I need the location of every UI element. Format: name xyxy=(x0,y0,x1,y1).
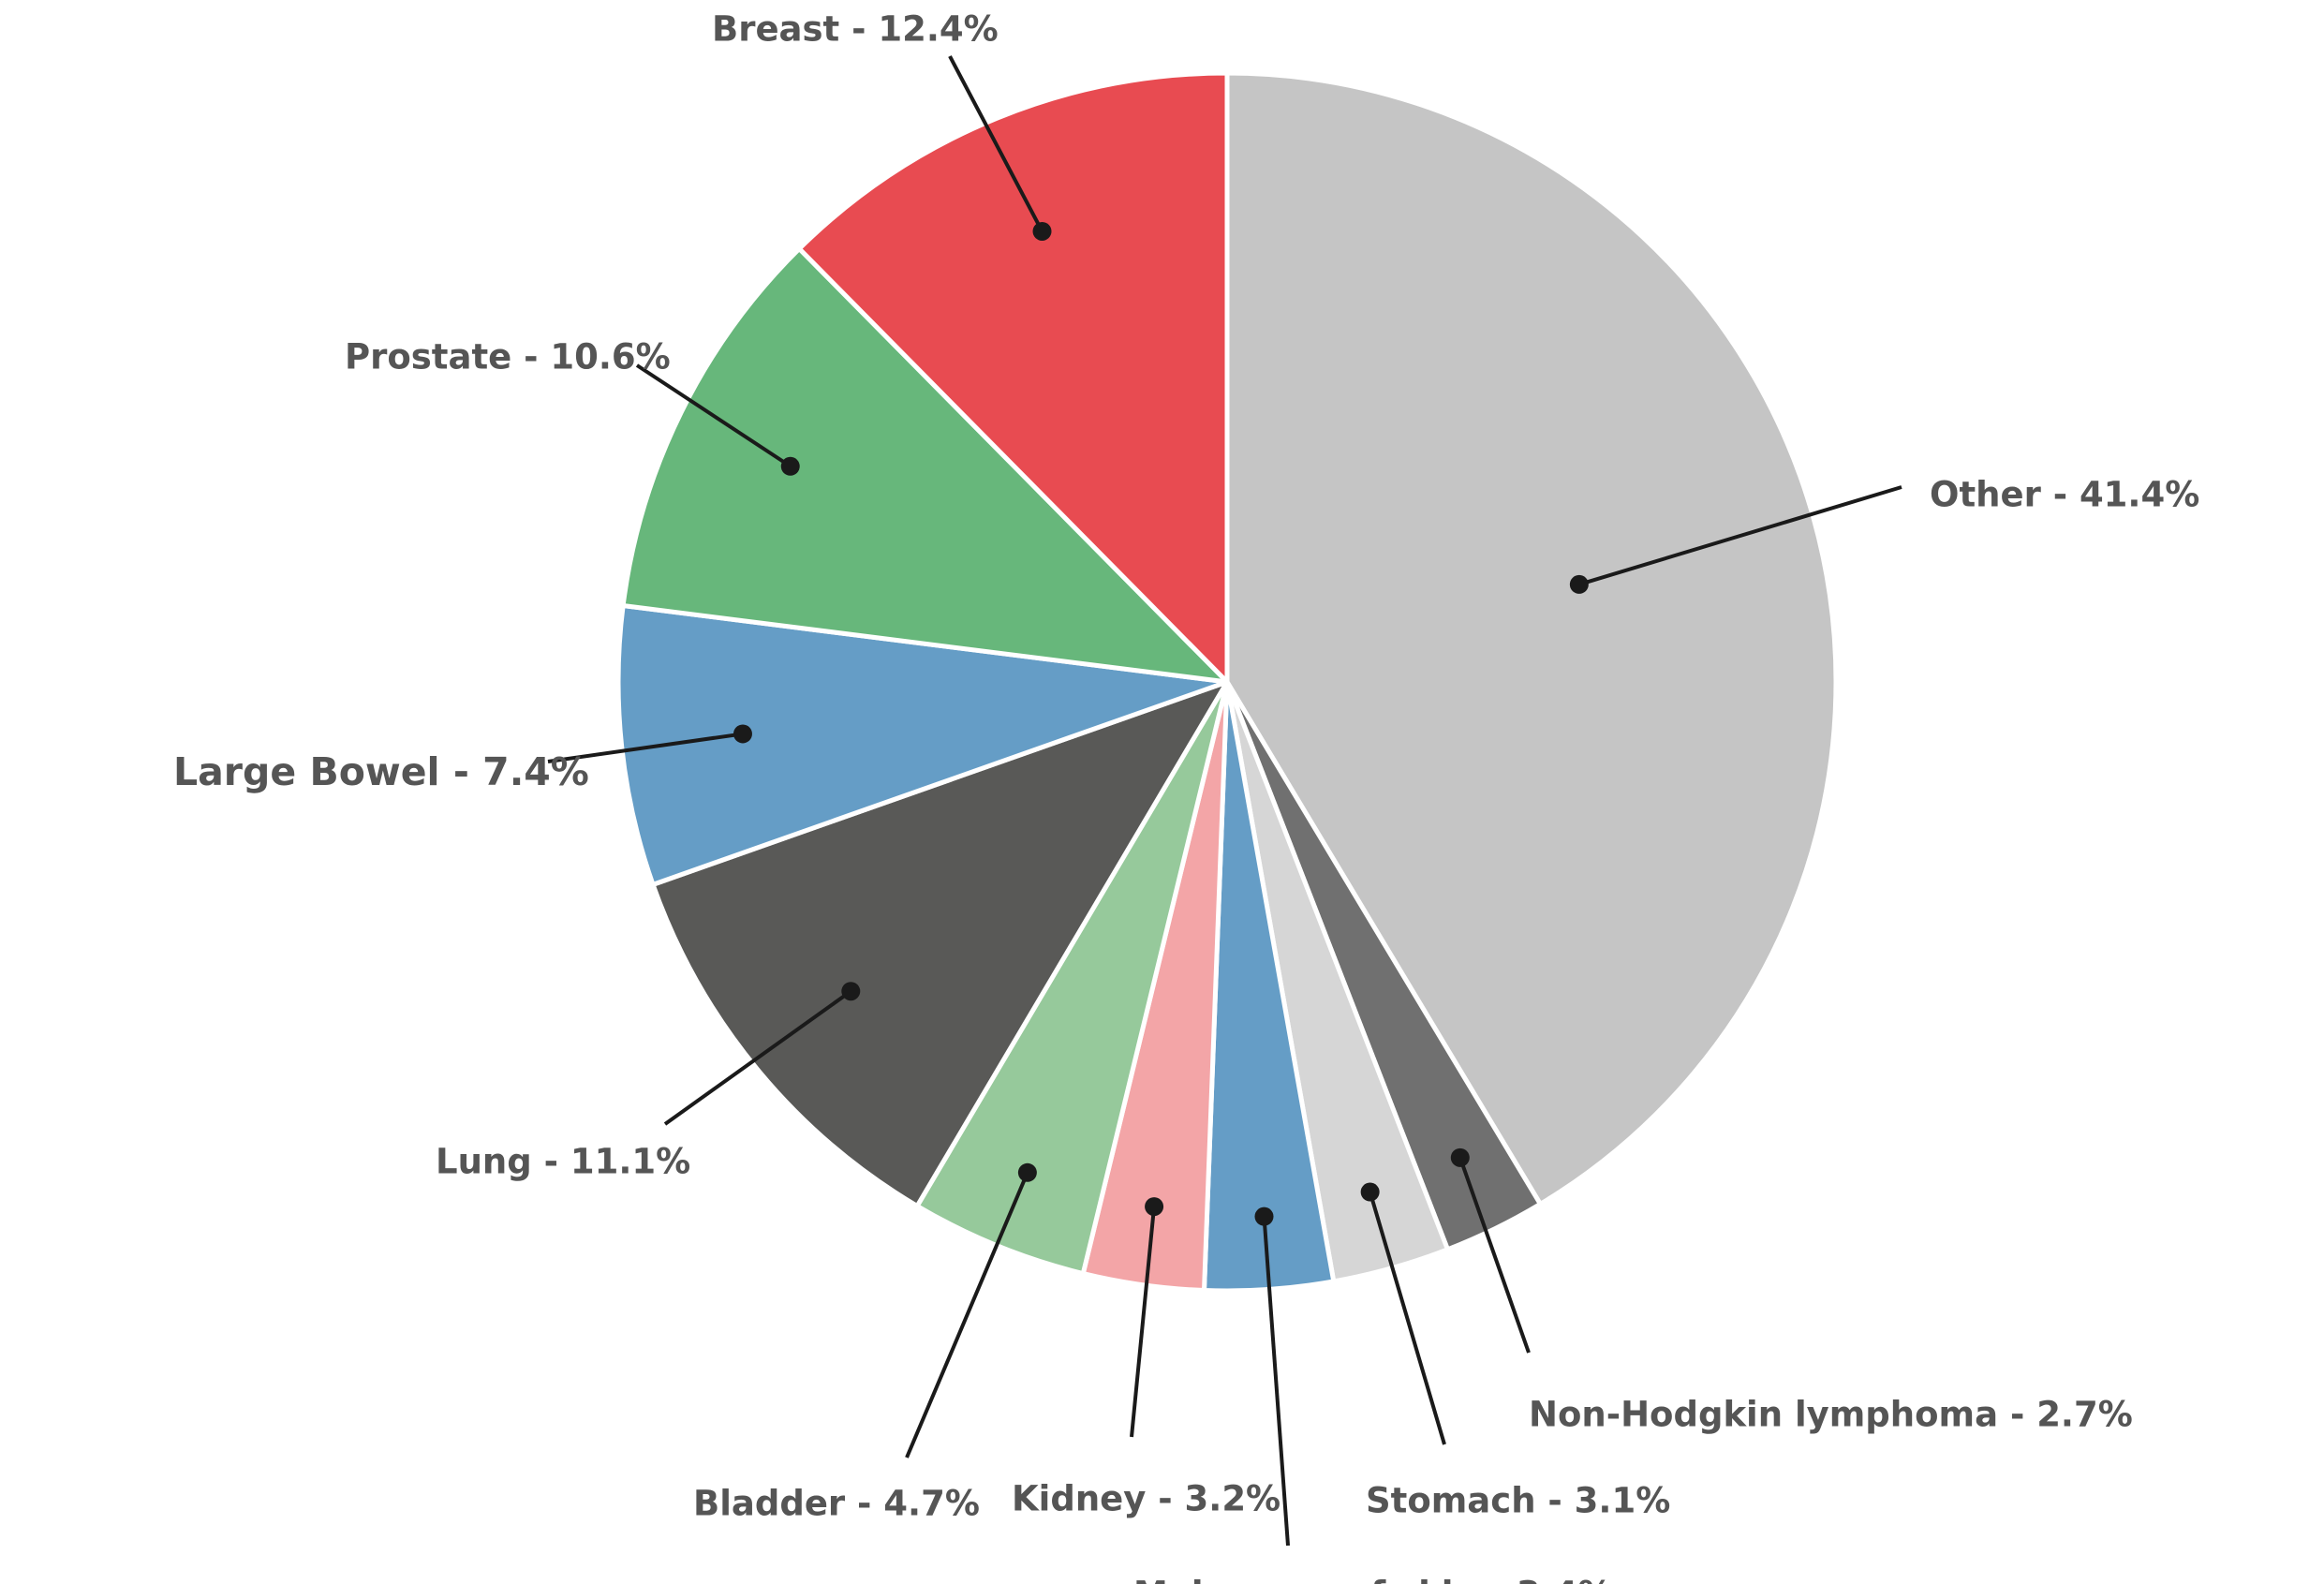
leader-line-prostate xyxy=(635,363,792,468)
leader-lines xyxy=(547,55,1902,1547)
leader-dot-stomach xyxy=(1360,1182,1380,1202)
leader-dot-prostate xyxy=(780,456,800,476)
leader-line-kidney xyxy=(1130,1206,1157,1438)
leader-line-bladder xyxy=(905,1172,1029,1458)
leader-dot-non-hodgkin-lymphoma xyxy=(1450,1147,1470,1167)
slice-label-breast: Breast - 12.4% xyxy=(712,9,999,50)
leader-dot-melanoma-of-skin xyxy=(1254,1207,1274,1226)
leader-dot-lung xyxy=(841,982,861,1001)
leader-line-large-bowel xyxy=(547,732,744,763)
slice-label-melanoma-of-skin: Melanoma of skin - 3.4% xyxy=(1133,1575,1613,1584)
leader-dot-bladder xyxy=(1017,1162,1037,1182)
leader-line-non-hodgkin-lymphoma xyxy=(1458,1157,1531,1354)
pie-slice-lung xyxy=(650,679,1230,1208)
slice-label-lung: Lung - 11.1% xyxy=(436,1142,690,1182)
slice-label-large-bowel: Large Bowel - 7.4% xyxy=(173,749,589,794)
slice-label-non-hodgkin-lymphoma: Non-Hodgkin lymphoma - 2.7% xyxy=(1529,1395,2133,1435)
slice-label-other: Other - 41.4% xyxy=(1930,475,2199,515)
pie-slice-breast xyxy=(796,70,1230,685)
leader-dot-other xyxy=(1569,574,1589,594)
leader-dot-large-bowel xyxy=(733,724,752,744)
pie-slices xyxy=(615,70,1839,1294)
leader-line-lung xyxy=(663,989,852,1126)
slice-label-bladder: Bladder - 4.7% xyxy=(693,1484,980,1524)
pie-slice-large-bowel xyxy=(615,603,1230,887)
leader-dot-kidney xyxy=(1145,1197,1164,1217)
leader-line-breast xyxy=(948,55,1044,232)
slice-label-stomach: Stomach - 3.1% xyxy=(1366,1481,1670,1521)
slice-labels: Other - 41.4% Non-Hodgkin lymphoma - 2.7%… xyxy=(173,9,2199,1584)
pie-slice-other xyxy=(1224,70,1839,1207)
pie-slice-prostate xyxy=(620,246,1230,685)
leader-line-other xyxy=(1578,485,1902,586)
leader-line-stomach xyxy=(1368,1191,1446,1445)
leader-dot-breast xyxy=(1032,221,1052,241)
leader-line-melanoma-of-skin xyxy=(1262,1216,1290,1547)
slice-label-prostate: Prostate - 10.6% xyxy=(345,337,671,377)
slice-label-kidney: Kidney - 3.2% xyxy=(1012,1479,1280,1519)
